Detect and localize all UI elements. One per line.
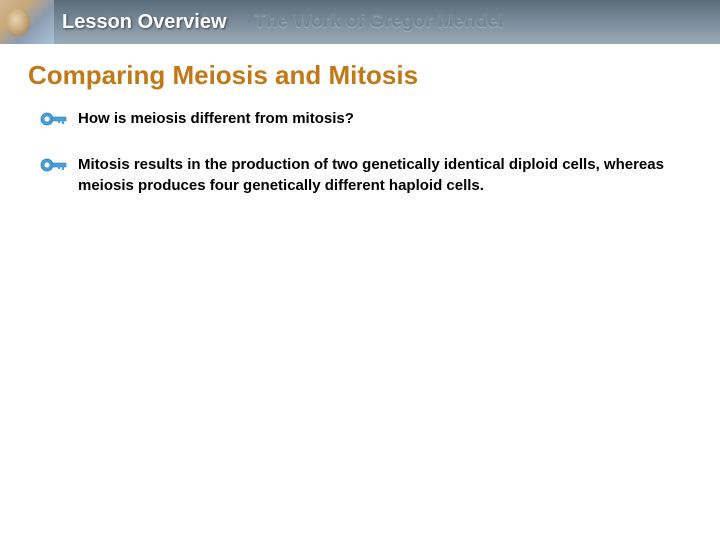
header-bar: Lesson Overview The Work of Gregor Mende… — [0, 0, 720, 44]
key-bullet-icon — [40, 111, 68, 127]
bullet-text: Mitosis results in the production of two… — [78, 155, 696, 196]
bullet-item: How is meiosis different from mitosis? — [24, 109, 696, 129]
key-bullet-icon — [40, 157, 68, 173]
lesson-overview-label: Lesson Overview — [62, 11, 227, 34]
section-title: Comparing Meiosis and Mitosis — [28, 60, 696, 91]
bullet-text: How is meiosis different from mitosis? — [78, 109, 374, 129]
content-area: Comparing Meiosis and Mitosis How is mei… — [0, 44, 720, 196]
header-thumbnail — [0, 0, 54, 44]
bullet-item: Mitosis results in the production of two… — [24, 155, 696, 196]
lesson-title: The Work of Gregor Mendel — [255, 11, 504, 33]
header-gradient: Lesson Overview The Work of Gregor Mende… — [54, 0, 720, 44]
